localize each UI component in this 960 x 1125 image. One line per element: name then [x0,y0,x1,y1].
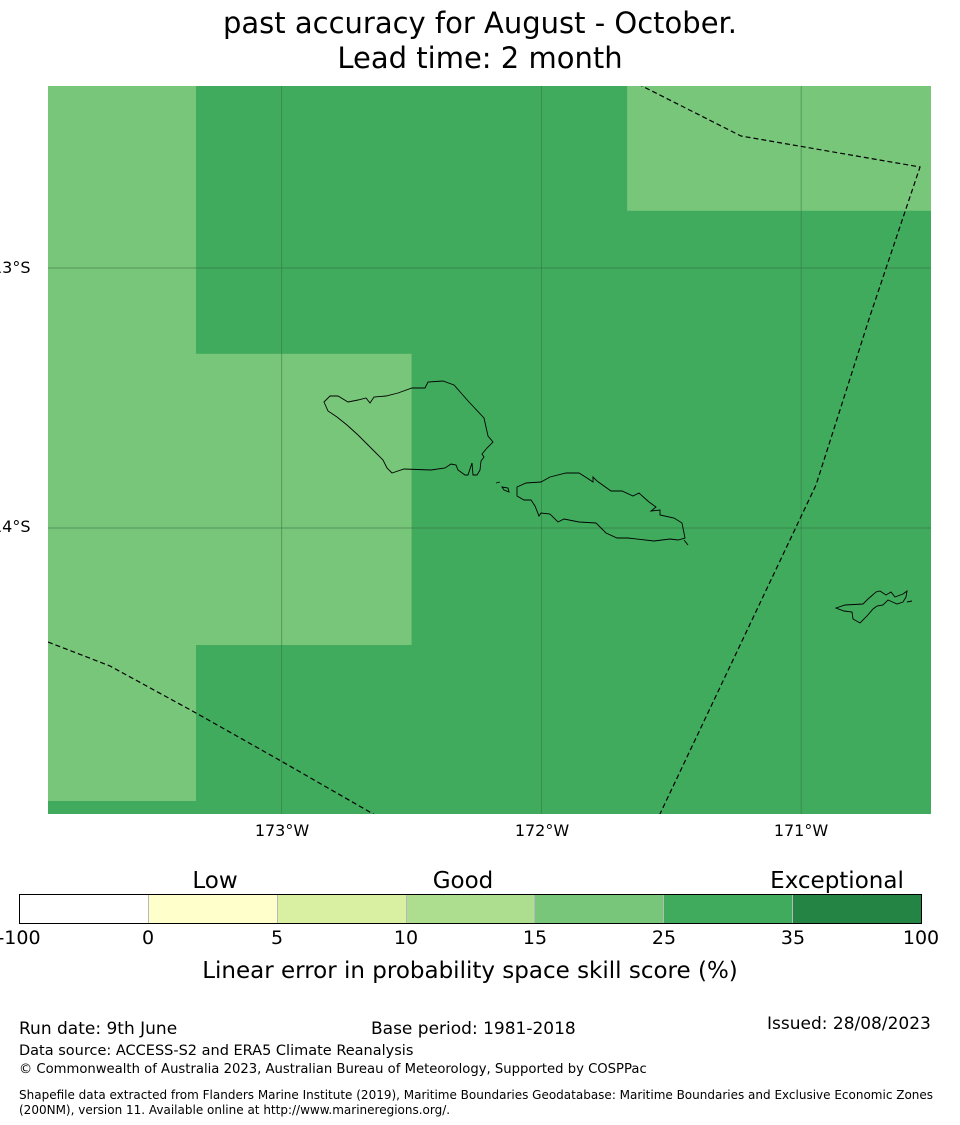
shapefile-credit-line-1: Shapefile data extracted from Flanders M… [19,1088,934,1102]
y-tick-label: 13°S [0,258,31,277]
colorbar-tick-label: -100 [0,927,41,949]
tutuila-coast [834,589,908,624]
x-tick-label: 171°W [773,821,829,840]
colorbar-segment [20,895,149,923]
graticule [48,86,931,814]
nuutele-coast [683,539,689,546]
colorbar-tick-label: 35 [780,927,806,949]
issued-date: Issued: 28/08/2023 [767,1014,931,1034]
colorbar-tick-label: 0 [141,927,155,949]
colorbar-segment [793,895,922,923]
category-label-exceptional: Exceptional [770,868,904,894]
skill-cells [48,86,931,814]
colorbar [19,894,922,924]
eez-boundaries [48,86,921,814]
savaii-coast [323,380,494,476]
skill-cell [48,86,197,801]
colorbar-segment [277,895,407,923]
x-tick-label: 172°W [514,821,570,840]
skill-cell [627,86,931,211]
copyright-notice: © Commonwealth of Australia 2023, Austra… [19,1062,647,1077]
colorbar-segment [664,895,794,923]
coastlines [323,380,913,624]
colorbar-tick-label: 100 [902,927,940,949]
colorbar-tick-label: 25 [651,927,677,949]
skill-cell [48,801,197,814]
eez-boundary-south [48,641,375,814]
aunuu-coast [906,600,913,603]
eez-boundary-east [640,86,921,814]
colorbar-segment [406,895,536,923]
title-line-2: Lead time: 2 month [337,41,623,75]
base-period: Base period: 1981-2018 [371,1019,576,1039]
colorbar-segment [148,895,278,923]
run-date: Run date: 9th June [19,1019,178,1039]
category-label-good: Good [432,868,494,894]
colorbar-title: Linear error in probability space skill … [202,958,738,984]
manono-coast [501,486,510,493]
colorbar-tick-label: 5 [270,927,284,949]
upolu-coast [516,472,686,542]
skill-cell [196,353,412,645]
data-source: Data source: ACCESS-S2 and ERA5 Climate … [19,1043,414,1059]
colorbar-tick-label: 15 [522,927,548,949]
category-label-low: Low [192,868,238,894]
x-tick-label: 173°W [254,821,310,840]
skill-map [48,86,931,814]
shapefile-credit-line-2: (200NM), version 11. Available online at… [19,1103,451,1117]
y-tick-label: 14°S [0,517,31,536]
colorbar-tick-label: 10 [393,927,419,949]
apolima-coast [495,481,501,484]
title-line-1: past accuracy for August - October. [222,6,738,40]
map-canvas [48,86,931,814]
colorbar-segment [535,895,665,923]
